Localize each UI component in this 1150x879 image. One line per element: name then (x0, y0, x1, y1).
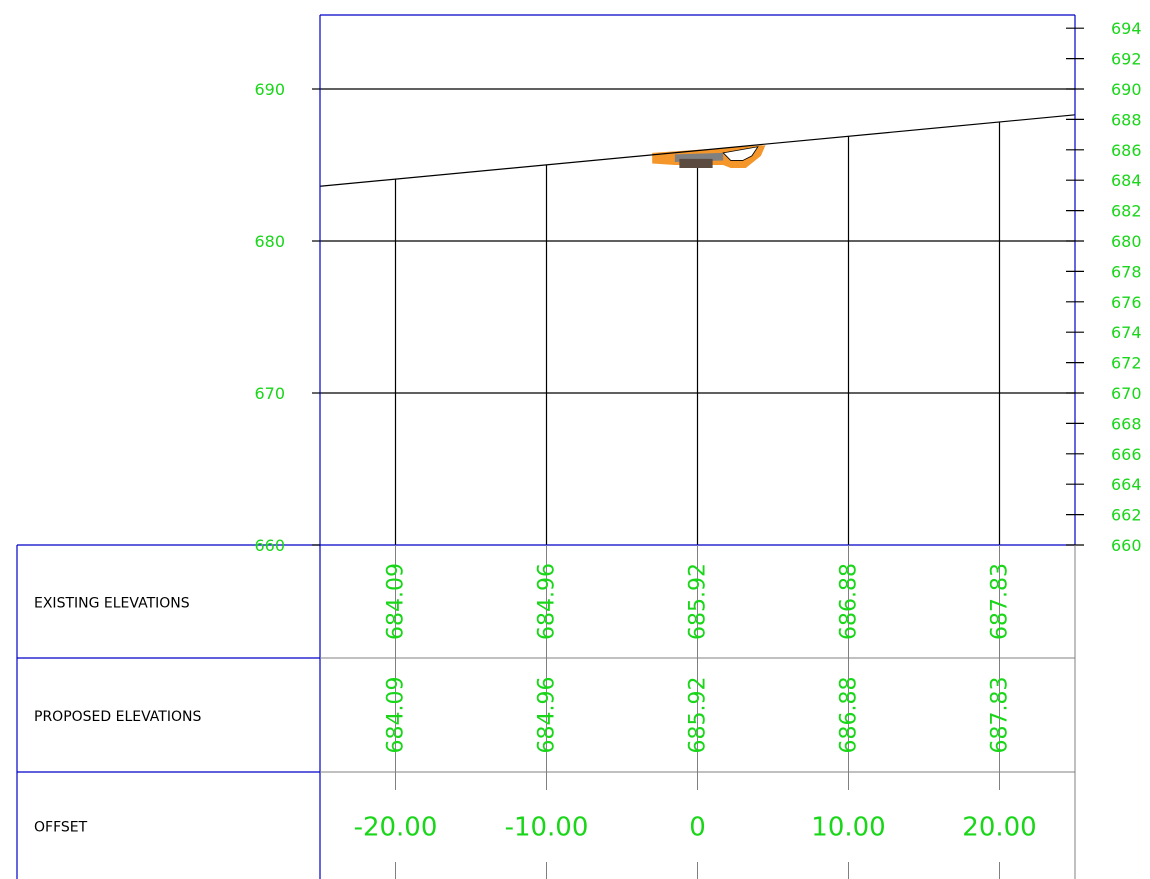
right-tick-label: 664 (1111, 475, 1142, 494)
right-tick-label: 686 (1111, 141, 1142, 160)
left-tick-label: 680 (254, 232, 285, 251)
existing-elevation-value: 684.09 (384, 563, 409, 640)
left-tick-label: 670 (254, 384, 285, 403)
right-tick-label: 684 (1111, 171, 1142, 190)
right-tick-label: 688 (1111, 110, 1142, 129)
left-tick-label: 660 (254, 536, 285, 555)
right-tick-label: 662 (1111, 506, 1142, 525)
existing-ground (319, 114, 1076, 187)
curb-ditch (722, 146, 759, 161)
existing-elevation-value: 685.92 (686, 563, 711, 640)
proposed-elevation-value: 685.92 (686, 677, 711, 754)
left-tick-label: 690 (254, 80, 285, 99)
right-tick-label: 668 (1111, 414, 1142, 433)
right-tick-label: 674 (1111, 323, 1142, 342)
offset-value: 0 (689, 813, 706, 843)
right-tick-label: 676 (1111, 293, 1142, 312)
right-tick-label: 672 (1111, 354, 1142, 373)
right-tick-label: 666 (1111, 445, 1142, 464)
offset-value: 10.00 (811, 813, 885, 843)
right-elevation-axis: 694 692 690 688 686 684 682 680 678 676 674 672 670 6… (1066, 19, 1142, 555)
base-fill (679, 158, 713, 169)
right-tick-label: 692 (1111, 50, 1142, 69)
right-tick-label: 690 (1111, 80, 1142, 99)
existing-elevation-value: 684.96 (535, 563, 560, 640)
offset-value: -10.00 (505, 813, 589, 843)
existing-elevation-value: 687.83 (988, 563, 1013, 640)
table-row-label: PROPOSED ELEVATIONS (34, 709, 201, 725)
proposed-elevation-value: 684.96 (535, 677, 560, 754)
right-tick-label: 678 (1111, 262, 1142, 281)
existing-elevation-value: 686.88 (837, 563, 862, 640)
proposed-elevation-value: 687.83 (988, 677, 1013, 754)
offset-value: -20.00 (354, 813, 438, 843)
right-tick-label: 680 (1111, 232, 1142, 251)
proposed-elevation-value: 686.88 (837, 677, 862, 754)
proposed-elevation-value: 684.09 (384, 677, 409, 754)
table-row-label: EXISTING ELEVATIONS (34, 596, 190, 612)
right-tick-label: 660 (1111, 536, 1142, 555)
right-tick-label: 670 (1111, 384, 1142, 403)
existing-ground-line (319, 114, 1076, 187)
right-tick-label: 694 (1111, 19, 1142, 38)
left-elevation-axis: 690 680 670 660 (254, 80, 320, 555)
grid-lines (320, 88, 1075, 545)
table-row-label: OFFSET (34, 820, 88, 836)
pavement-section (652, 145, 766, 169)
data-table: EXISTING ELEVATIONS PROPOSED ELEVATIONS OF… (16, 545, 1076, 879)
right-tick-label: 682 (1111, 202, 1142, 221)
offset-value: 20.00 (962, 813, 1036, 843)
